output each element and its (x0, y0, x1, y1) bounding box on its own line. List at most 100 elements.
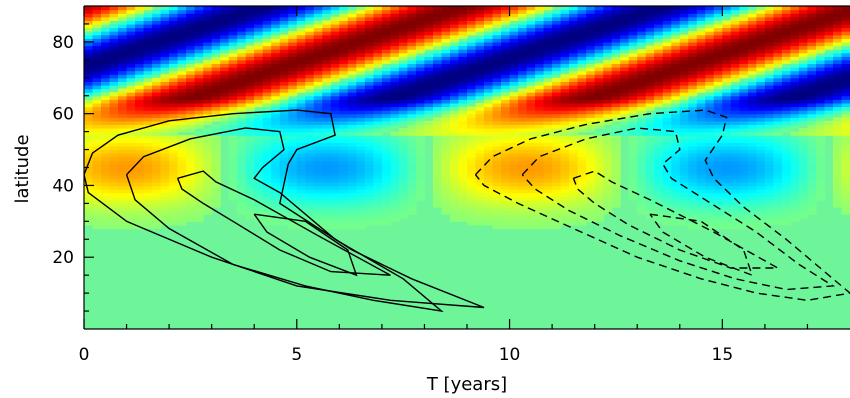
heatmap-cell (271, 27, 281, 32)
heatmap-cell (211, 85, 221, 90)
heatmap-cell (679, 174, 689, 179)
heatmap-cell (747, 88, 757, 93)
heatmap-cell (467, 6, 477, 11)
heatmap-cell (152, 185, 162, 190)
heatmap-cell (322, 167, 332, 172)
heatmap-cell (467, 16, 477, 21)
heatmap-cell (441, 88, 451, 93)
heatmap-cell (126, 88, 136, 93)
heatmap-cell (211, 77, 221, 82)
heatmap-cell (237, 74, 247, 79)
heatmap-cell (722, 214, 732, 219)
heatmap-cell (620, 74, 630, 79)
heatmap-cell (262, 163, 272, 169)
heatmap-cell (373, 23, 383, 29)
heatmap-cell (560, 171, 570, 176)
heatmap-cell (143, 131, 153, 136)
heatmap-cell (441, 102, 451, 108)
heatmap-cell (288, 45, 298, 50)
heatmap-cell (373, 142, 383, 147)
heatmap-cell (143, 38, 153, 43)
heatmap-cell (118, 135, 128, 140)
heatmap-cell (254, 16, 264, 21)
heatmap-cell (722, 217, 732, 222)
heatmap-cell (484, 203, 494, 208)
heatmap-cell (152, 31, 162, 36)
heatmap-cell (84, 9, 94, 14)
heatmap-cell (177, 207, 187, 212)
heatmap-cell (118, 142, 128, 147)
heatmap-cell (713, 110, 723, 115)
heatmap-cell (271, 174, 281, 179)
heatmap-cell (407, 153, 417, 158)
heatmap-cell (254, 49, 264, 54)
heatmap-cell (118, 124, 128, 129)
heatmap-cell (594, 52, 604, 57)
heatmap-cell (237, 131, 247, 136)
heatmap-cell (262, 192, 272, 197)
heatmap-cell (611, 106, 621, 111)
heatmap-cell (177, 70, 187, 75)
heatmap-cell (339, 85, 349, 90)
heatmap-cell (654, 9, 664, 14)
heatmap-cell (356, 9, 366, 14)
heatmap-cell (237, 88, 247, 93)
heatmap-cell (305, 178, 315, 183)
heatmap-cell (458, 59, 468, 64)
heatmap-cell (126, 49, 136, 54)
heatmap-cell (169, 146, 179, 151)
heatmap-cell (296, 153, 306, 158)
heatmap-cell (313, 210, 323, 215)
heatmap-cell (628, 138, 638, 143)
heatmap-cell (322, 41, 332, 47)
heatmap-cell (773, 13, 783, 18)
heatmap-cell (433, 41, 443, 47)
heatmap-cell (450, 142, 460, 147)
heatmap-cell (84, 45, 94, 50)
heatmap-cell (586, 174, 596, 179)
heatmap-cell (637, 203, 647, 208)
heatmap-cell (237, 92, 247, 97)
heatmap-cell (364, 221, 374, 226)
heatmap-cell (237, 117, 247, 122)
heatmap-cell (552, 85, 562, 90)
heatmap-cell (373, 27, 383, 32)
heatmap-cell (526, 106, 536, 111)
heatmap-cell (450, 124, 460, 129)
heatmap-cell (611, 34, 621, 39)
heatmap-cell (790, 189, 800, 194)
heatmap-cell (492, 23, 502, 29)
heatmap-cell (492, 77, 502, 82)
heatmap-cell (713, 149, 723, 154)
heatmap-cell (237, 85, 247, 90)
heatmap-cell (696, 16, 706, 21)
heatmap-cell (756, 138, 766, 143)
heatmap-cell (654, 149, 664, 154)
heatmap-cell (611, 167, 621, 172)
heatmap-cell (92, 131, 102, 136)
heatmap-cell (552, 135, 562, 140)
heatmap-cell (475, 113, 485, 118)
heatmap-cell (169, 9, 179, 14)
heatmap-cell (526, 41, 536, 47)
heatmap-cell (305, 153, 315, 158)
heatmap-cell (679, 185, 689, 190)
heatmap-cell (543, 196, 553, 201)
heatmap-cell (322, 138, 332, 143)
heatmap-cell (194, 34, 204, 39)
heatmap-cell (143, 23, 153, 29)
heatmap-cell (467, 77, 477, 82)
heatmap-cell (381, 67, 391, 72)
heatmap-cell (790, 52, 800, 57)
heatmap-cell (279, 113, 289, 118)
heatmap-cell (645, 167, 655, 172)
heatmap-cell (364, 146, 374, 151)
heatmap-cell (492, 149, 502, 154)
heatmap-cell (424, 52, 434, 57)
heatmap-cell (526, 56, 536, 61)
heatmap-cell (101, 181, 111, 187)
heatmap-cell (535, 167, 545, 172)
heatmap-cell (773, 74, 783, 79)
heatmap-cell (279, 23, 289, 29)
heatmap-cell (705, 149, 715, 154)
